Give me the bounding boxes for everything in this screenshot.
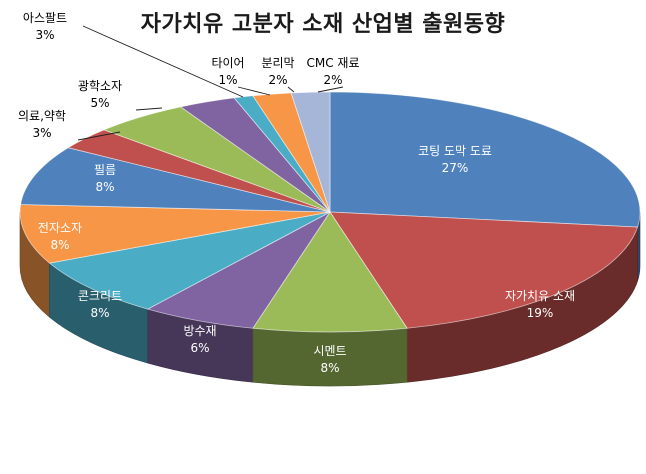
slice-4-pct: 6% (190, 341, 209, 355)
pie-sides (19, 211, 641, 387)
slice-8-leader (77, 131, 121, 141)
slice-3-pct: 8% (320, 361, 339, 375)
slice-1-pct: 27% (442, 161, 469, 175)
slice-1-label: 코팅 도막 도료 (418, 144, 492, 158)
chart-title: 자가치유 고분자 소재 산업별 출원동향 (140, 12, 506, 37)
slice-12-label: 분리막 (261, 56, 294, 70)
slice-3-top (252, 211, 408, 333)
slice-7-label: 필름 (94, 163, 116, 177)
slice-7-pct: 8% (95, 180, 114, 194)
slice-4-label: 방수재 (183, 324, 216, 338)
slice-7-top (20, 147, 331, 213)
slice-2-label: 자가치유 소재 (505, 289, 575, 303)
slice-9-label: 광학소자 (78, 79, 122, 93)
slice-10-leader (82, 25, 244, 98)
slice-8-label: 의료,약학 (18, 108, 66, 123)
slice-10-label: 아스팔트 (23, 11, 67, 25)
slice-13-leader (317, 86, 344, 93)
slice-12-pct: 2% (268, 73, 287, 87)
slice-labels: 코팅 도막 도료 27% 자가치유 소재 19% 시멘트 8% 방수재 6% 콘크리트 8% 전자소… (18, 11, 575, 375)
slice-11-label: 타이어 (211, 56, 244, 70)
slice-13-top (290, 91, 331, 213)
slice-6-label: 전자소자 (38, 221, 82, 235)
slice-13-pct: 2% (323, 73, 342, 87)
slice-9-leader (135, 107, 163, 111)
slice-3-label: 시멘트 (313, 344, 346, 358)
slice-11-pct: 1% (218, 73, 237, 87)
slice-13-label: CMC 재료 (306, 56, 359, 70)
slice-6-top (19, 204, 331, 264)
slice-5-pct: 8% (90, 306, 109, 320)
slice-9-pct: 5% (90, 96, 109, 110)
slice-1-top (329, 91, 641, 228)
slice-12-leader (287, 86, 295, 93)
slice-5-label: 콘크리트 (78, 289, 122, 303)
slice-6-pct: 8% (50, 238, 69, 252)
slice-8-pct: 3% (32, 126, 51, 140)
slice-10-pct: 3% (35, 28, 54, 42)
pie-tops (19, 91, 641, 333)
slice-5-top (48, 211, 331, 310)
slice-2-top (329, 211, 639, 329)
slice-2-pct: 19% (527, 306, 554, 320)
slice-11-leader (237, 86, 271, 96)
leader-lines (77, 25, 344, 141)
